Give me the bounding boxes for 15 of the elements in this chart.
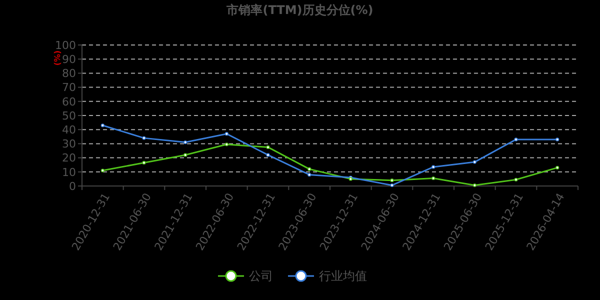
legend-label: 行业均值 [319,269,367,284]
y-tick-label: 10 [62,166,76,179]
y-tick-label: 70 [62,81,76,94]
y-tick-label: 0 [69,180,76,193]
y-tick-label: 50 [62,109,76,122]
y-tick-label: 100 [55,38,76,52]
y-tick-label: 90 [62,52,76,66]
y-tick-label: 20 [62,152,76,165]
y-tick-label: 40 [62,123,76,136]
y-axis-title: (%) [53,50,62,66]
y-tick-label: 80 [62,67,76,80]
chart-title: 市销率(TTM)历史分位(%) [226,3,374,17]
legend-label: 公司 [249,269,273,284]
y-tick-label: 30 [62,138,76,151]
y-tick-label: 60 [62,95,76,108]
